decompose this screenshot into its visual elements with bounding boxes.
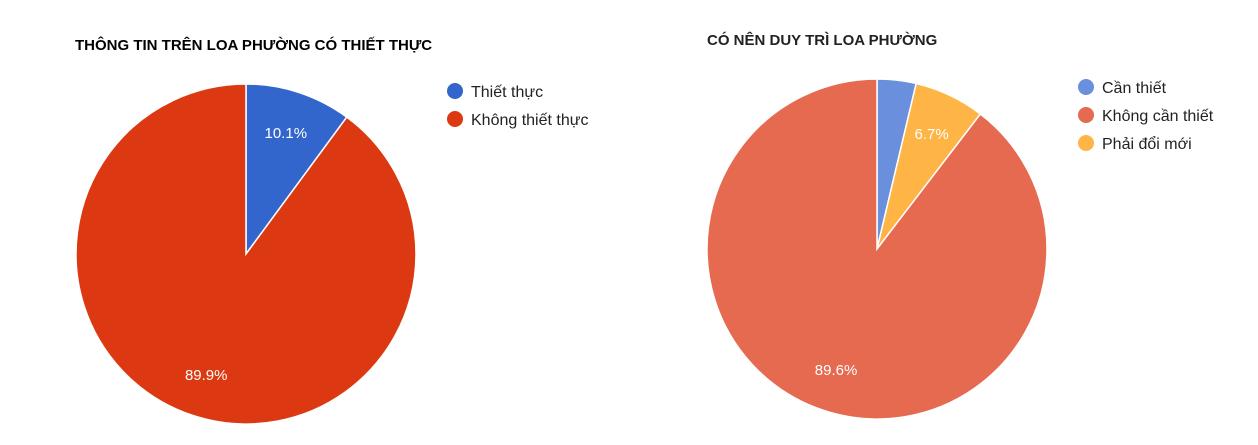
legend-swatch [1078, 79, 1094, 95]
legend-swatch [447, 111, 463, 127]
chart-title: THÔNG TIN TRÊN LOA PHƯỜNG CÓ THIẾT THỰC [75, 36, 432, 54]
slice-label: 89.6% [815, 362, 858, 379]
slice-label: 10.1% [265, 125, 308, 142]
legend-label: Không thiết thực [471, 112, 588, 129]
legend-label: Cần thiết [1102, 80, 1167, 97]
pie-slice [706, 78, 1048, 420]
slice-label: 89.9% [185, 367, 228, 384]
legend-swatch [447, 83, 463, 99]
legend-swatch [1078, 135, 1094, 151]
pie-slice [245, 83, 348, 257]
chart-title: CÓ NÊN DUY TRÌ LOA PHƯỜNG [707, 31, 937, 49]
legend-label: Không cần thiết [1102, 108, 1214, 125]
legend-label: Phải đổi mới [1102, 135, 1192, 153]
slice-label: 6.7% [915, 126, 949, 143]
pie-slice [75, 83, 417, 425]
legend-swatch [1078, 107, 1094, 123]
legend-label: Thiết thực [471, 84, 543, 101]
